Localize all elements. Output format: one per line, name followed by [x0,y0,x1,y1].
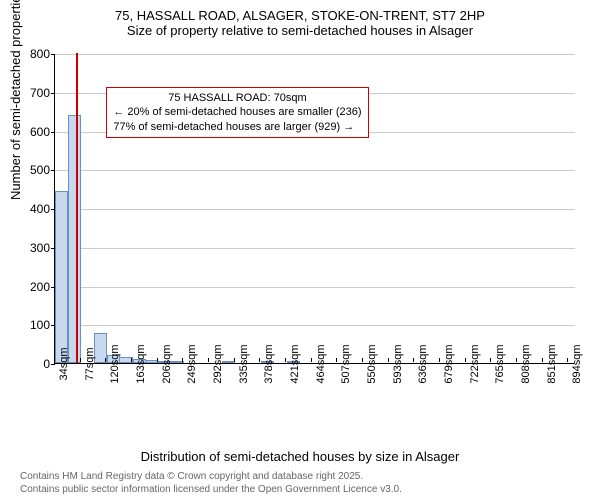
chart-container: 75 HASSALL ROAD: 70sqm← 20% of semi-deta… [54,48,574,418]
xtick-mark [542,358,543,362]
xtick-label: 34sqm [58,347,70,380]
xtick-label: 593sqm [392,344,404,383]
ytick-mark [51,364,55,365]
annotation-line: 77% of semi-detached houses are larger (… [113,120,361,134]
xtick-label: 722sqm [469,344,481,383]
xtick-label: 679sqm [443,344,455,383]
xtick-label: 851sqm [546,344,558,383]
xtick-mark [465,358,466,362]
ytick-mark [51,170,55,171]
footer-line-2: Contains public sector information licen… [20,483,402,496]
gridline-h [55,248,575,249]
xtick-label: 507sqm [340,344,352,383]
xtick-label: 894sqm [571,344,583,383]
xtick-label: 421sqm [289,344,301,383]
annotation-line: 75 HASSALL ROAD: 70sqm [113,91,361,105]
annotation-box: 75 HASSALL ROAD: 70sqm← 20% of semi-deta… [106,87,368,138]
xtick-mark [388,358,389,362]
gridline-h [55,170,575,171]
xtick-mark [182,358,183,362]
ytick-label: 500 [20,163,50,177]
ytick-mark [51,132,55,133]
gridline-h [55,54,575,55]
ytick-label: 0 [20,357,50,371]
xtick-mark [208,358,209,362]
xtick-label: 292sqm [212,344,224,383]
xtick-label: 120sqm [109,344,121,383]
xtick-mark [157,358,158,362]
xtick-label: 378sqm [263,344,275,383]
xtick-label: 77sqm [84,347,96,380]
histogram-bar [55,191,68,363]
gridline-h [55,287,575,288]
xtick-label: 249sqm [186,344,198,383]
footer-attribution: Contains HM Land Registry data © Crown c… [20,470,402,496]
ytick-label: 700 [20,86,50,100]
chart-subtitle: Size of property relative to semi-detach… [0,23,600,44]
xtick-mark [362,358,363,362]
xtick-mark [439,358,440,362]
ytick-label: 200 [20,280,50,294]
xtick-mark [516,358,517,362]
histogram-bar [68,115,81,363]
xtick-mark [311,358,312,362]
xtick-mark [54,358,55,362]
footer-line-1: Contains HM Land Registry data © Crown c… [20,470,402,483]
xtick-mark [413,358,414,362]
xtick-mark [285,358,286,362]
ytick-label: 400 [20,202,50,216]
marker-line [76,53,78,363]
ytick-label: 800 [20,47,50,61]
ytick-mark [51,93,55,94]
xtick-label: 808sqm [520,344,532,383]
plot-area: 75 HASSALL ROAD: 70sqm← 20% of semi-deta… [54,54,574,364]
xtick-label: 550sqm [366,344,378,383]
ytick-label: 600 [20,125,50,139]
xtick-label: 636sqm [417,344,429,383]
xtick-mark [234,358,235,362]
gridline-h [55,325,575,326]
xtick-mark [567,358,568,362]
annotation-line: ← 20% of semi-detached houses are smalle… [113,105,361,119]
ytick-label: 300 [20,241,50,255]
xtick-mark [490,358,491,362]
ytick-label: 100 [20,318,50,332]
xtick-mark [131,358,132,362]
xtick-label: 765sqm [494,344,506,383]
xtick-mark [80,358,81,362]
xtick-mark [105,358,106,362]
gridline-h [55,209,575,210]
x-axis-label: Distribution of semi-detached houses by … [0,449,600,464]
ytick-mark [51,54,55,55]
xtick-mark [336,358,337,362]
xtick-label: 163sqm [135,344,147,383]
xtick-label: 206sqm [161,344,173,383]
xtick-label: 464sqm [315,344,327,383]
chart-title: 75, HASSALL ROAD, ALSAGER, STOKE-ON-TREN… [0,0,600,23]
xtick-mark [259,358,260,362]
xtick-label: 335sqm [238,344,250,383]
